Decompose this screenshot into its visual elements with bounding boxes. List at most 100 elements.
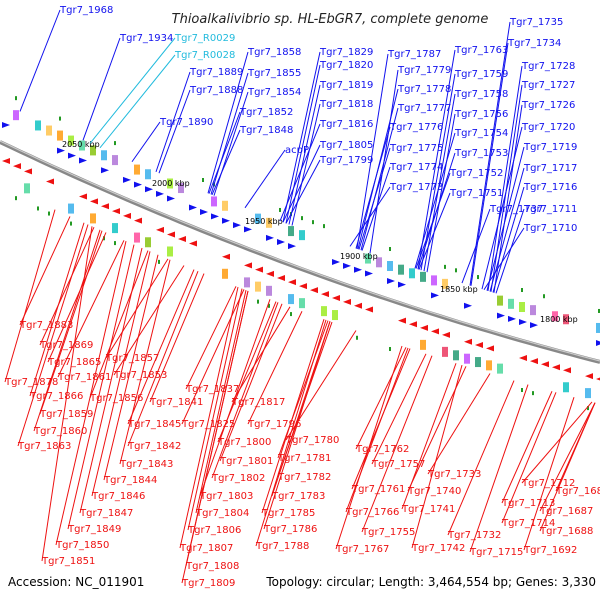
reverse-gene-label[interactable]: Tgr7_1742: [411, 543, 465, 554]
rna-gene-label[interactable]: Tgr7_R0028: [174, 50, 235, 61]
reverse-gene-label[interactable]: Tgr7_1782: [277, 472, 331, 483]
forward-gene-label[interactable]: Tgr7_1829: [319, 47, 373, 58]
forward-gene-label[interactable]: Tgr7_1754: [454, 128, 508, 139]
forward-gene-label[interactable]: Tgr7_1778: [397, 84, 451, 95]
reverse-gene-label[interactable]: Tgr7_1766: [345, 507, 399, 518]
reverse-gene-label[interactable]: Tgr7_1785: [261, 508, 315, 519]
reverse-gene-label[interactable]: Tgr7_1803: [199, 491, 253, 502]
reverse-gene-label[interactable]: Tgr7_1757: [371, 459, 425, 470]
forward-gene-label[interactable]: Tgr7_1720: [521, 122, 575, 133]
forward-gene-label[interactable]: Tgr7_1775: [389, 143, 443, 154]
forward-gene-label[interactable]: Tgr7_1758: [454, 89, 508, 100]
reverse-gene-label[interactable]: Tgr7_1856: [89, 393, 143, 404]
forward-gene-label[interactable]: Tgr7_1727: [521, 80, 575, 91]
reverse-gene-label[interactable]: Tgr7_1741: [401, 504, 455, 515]
reverse-gene-label[interactable]: Tgr7_1688: [539, 526, 593, 537]
reverse-gene-label[interactable]: Tgr7_1804: [195, 508, 249, 519]
reverse-gene-label[interactable]: Tgr7_1692: [523, 545, 577, 556]
forward-gene-label[interactable]: Tgr7_1776: [389, 122, 443, 133]
forward-gene-label[interactable]: Tgr7_1888: [189, 85, 243, 96]
reverse-gene-label[interactable]: Tgr7_1808: [185, 561, 239, 572]
forward-gene-label[interactable]: Tgr7_1968: [59, 5, 113, 16]
reverse-gene-label[interactable]: Tgr7_1817: [231, 397, 285, 408]
forward-gene-label[interactable]: Tgr7_1777: [397, 103, 451, 114]
reverse-gene-label[interactable]: Tgr7_1861: [57, 372, 111, 383]
forward-gene-label[interactable]: Tgr7_1854: [247, 87, 301, 98]
forward-gene-label[interactable]: Tgr7_1773: [389, 182, 443, 193]
reverse-gene-label[interactable]: Tgr7_1786: [263, 524, 317, 535]
forward-gene-label[interactable]: Tgr7_1751: [449, 188, 503, 199]
reverse-gene-label[interactable]: Tgr7_1762: [355, 444, 409, 455]
forward-gene-label[interactable]: Tgr7_1734: [507, 38, 561, 49]
forward-gene-label[interactable]: Tgr7_1819: [319, 80, 373, 91]
reverse-gene-label[interactable]: Tgr7_1687: [539, 506, 593, 517]
reverse-gene-label[interactable]: Tgr7_1845: [127, 419, 181, 430]
forward-gene-label[interactable]: Tgr7_1752: [449, 168, 503, 179]
forward-gene-label[interactable]: Tgr7_1889: [189, 67, 243, 78]
reverse-gene-label[interactable]: Tgr7_1801: [219, 456, 273, 467]
forward-gene-label[interactable]: Tgr7_1855: [247, 68, 301, 79]
reverse-gene-label[interactable]: Tgr7_1863: [17, 441, 71, 452]
reverse-gene-label[interactable]: Tgr7_1842: [127, 441, 181, 452]
reverse-gene-label[interactable]: Tgr7_1866: [29, 391, 83, 402]
forward-gene-label[interactable]: Tgr7_1756: [454, 109, 508, 120]
forward-gene-label[interactable]: Tgr7_1759: [454, 69, 508, 80]
forward-gene-label[interactable]: Tgr7_1717: [523, 163, 577, 174]
reverse-gene-label[interactable]: Tgr7_1767: [335, 544, 389, 555]
reverse-gene-label[interactable]: Tgr7_1860: [33, 426, 87, 437]
reverse-gene-label[interactable]: Tgr7_1869: [39, 340, 93, 351]
reverse-gene-label[interactable]: Tgr7_1865: [47, 357, 101, 368]
reverse-gene-label[interactable]: Tgr7_1859: [39, 409, 93, 420]
forward-gene-label[interactable]: Tgr7_1737: [489, 204, 543, 215]
reverse-gene-label[interactable]: Tgr7_1788: [255, 541, 309, 552]
forward-gene-label[interactable]: Tgr7_1852: [239, 107, 293, 118]
reverse-gene-label[interactable]: Tgr7_1781: [277, 453, 331, 464]
forward-gene-label[interactable]: Tgr7_1934: [119, 33, 173, 44]
forward-gene-label[interactable]: Tgr7_1848: [239, 125, 293, 136]
reverse-gene-label[interactable]: Tgr7_1857: [105, 353, 159, 364]
reverse-gene-label[interactable]: Tgr7_1837: [185, 384, 239, 395]
forward-gene-label[interactable]: Tgr7_1735: [509, 17, 563, 28]
reverse-gene-label[interactable]: Tgr7_1732: [447, 530, 501, 541]
reverse-gene-label[interactable]: Tgr7_1714: [501, 518, 555, 529]
forward-gene-label[interactable]: Tgr7_1711: [523, 204, 577, 215]
rna-gene-label[interactable]: Tgr7_R0029: [174, 33, 235, 44]
forward-gene-label[interactable]: Tgr7_1820: [319, 60, 373, 71]
forward-gene-label[interactable]: Tgr7_1805: [319, 140, 373, 151]
reverse-gene-label[interactable]: Tgr7_1843: [119, 459, 173, 470]
forward-gene-label[interactable]: Tgr7_1716: [523, 182, 577, 193]
reverse-gene-label[interactable]: Tgr7_1755: [361, 527, 415, 538]
reverse-gene-label[interactable]: Tgr7_1733: [427, 469, 481, 480]
reverse-gene-label[interactable]: Tgr7_1740: [407, 486, 461, 497]
reverse-gene-label[interactable]: Tgr7_1807: [179, 543, 233, 554]
reverse-gene-label[interactable]: Tgr7_1844: [103, 475, 157, 486]
reverse-gene-label[interactable]: Tgr7_1847: [79, 508, 133, 519]
reverse-gene-label[interactable]: Tgr7_1851: [41, 556, 95, 567]
forward-gene-label[interactable]: Tgr7_1774: [389, 162, 443, 173]
reverse-gene-label[interactable]: Tgr7_1713: [501, 498, 555, 509]
reverse-gene-label[interactable]: Tgr7_1850: [55, 540, 109, 551]
reverse-gene-label[interactable]: Tgr7_1761: [351, 484, 405, 495]
forward-gene-label[interactable]: Tgr7_1787: [387, 49, 441, 60]
reverse-gene-label[interactable]: Tgr7_1802: [211, 473, 265, 484]
reverse-gene-label[interactable]: Tgr7_1780: [285, 435, 339, 446]
reverse-gene-label[interactable]: Tgr7_1853: [113, 370, 167, 381]
forward-gene-label[interactable]: Tgr7_1726: [521, 100, 575, 111]
forward-gene-label[interactable]: Tgr7_1799: [319, 155, 373, 166]
forward-gene-label[interactable]: Tgr7_1753: [454, 148, 508, 159]
reverse-gene-label[interactable]: Tgr7_1883: [19, 320, 73, 331]
forward-gene-label[interactable]: Tgr7_1858: [247, 47, 301, 58]
reverse-gene-label[interactable]: Tgr7_1846: [91, 491, 145, 502]
forward-gene-label[interactable]: Tgr7_1710: [523, 223, 577, 234]
reverse-gene-label[interactable]: Tgr7_1715: [469, 547, 523, 558]
reverse-gene-label[interactable]: Tgr7_1800: [217, 437, 271, 448]
forward-gene-label[interactable]: Tgr7_1890: [159, 117, 213, 128]
reverse-gene-label[interactable]: Tgr7_1806: [187, 525, 241, 536]
reverse-gene-label[interactable]: Tgr7_1686: [555, 486, 600, 497]
forward-gene-label[interactable]: acpP: [285, 145, 309, 156]
reverse-gene-label[interactable]: Tgr7_1712: [521, 478, 575, 489]
reverse-gene-label[interactable]: Tgr7_1809: [181, 578, 235, 589]
reverse-gene-label[interactable]: Tgr7_1878: [4, 377, 58, 388]
forward-gene-label[interactable]: Tgr7_1779: [397, 65, 451, 76]
reverse-gene-label[interactable]: Tgr7_1849: [67, 524, 121, 535]
